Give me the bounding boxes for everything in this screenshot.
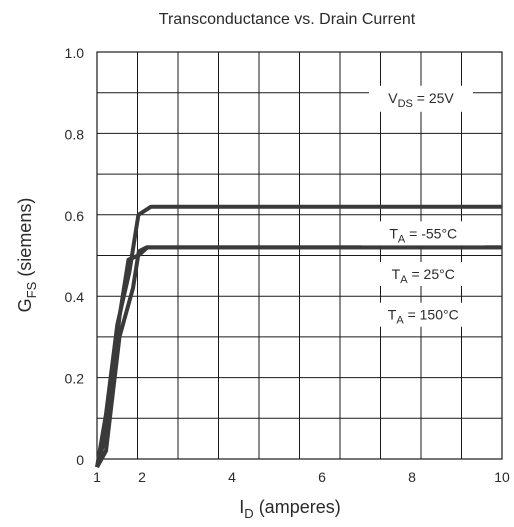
series-labels: TA = -55°C TA = 25°C TA = 150°C VDS = 25V (361, 85, 486, 327)
x-tick-labels: 1 2 4 6 8 10 (93, 469, 510, 485)
vds-annotation: VDS = 25V (388, 90, 454, 110)
series-lines (95, 204, 502, 469)
plot-frame (96, 51, 503, 460)
y-tick-labels: 0 0.2 0.4 0.6 0.8 1.0 (65, 45, 85, 468)
x-tick-label: 10 (494, 469, 510, 485)
y-tick-label: 0 (76, 452, 84, 468)
series-label-background (361, 302, 486, 327)
y-tick-label: 0.8 (65, 126, 85, 142)
series-label: TA = -55°C (389, 225, 457, 245)
series-label: TA = 25°C (392, 266, 455, 286)
annotation-background (369, 85, 473, 112)
x-tick-label: 2 (138, 469, 146, 485)
y-tick-label: 0.2 (65, 371, 85, 387)
x-tick-label: 1 (93, 469, 101, 485)
y-tick-label: 0.6 (65, 208, 85, 224)
y-tick-label: 1.0 (65, 45, 85, 61)
series-label: TA = 150°C (388, 307, 459, 327)
series-label-background (361, 262, 486, 287)
grid (97, 52, 502, 459)
x-tick-label: 8 (408, 469, 416, 485)
series-line (95, 245, 502, 469)
y-tick-label: 0.4 (65, 289, 85, 305)
x-axis-label: ID (amperes) (239, 497, 340, 521)
series-label-background (361, 221, 486, 246)
y-axis-label: GFS (siemens) (15, 198, 39, 313)
series-line (95, 204, 502, 468)
chart-title: Transconductance vs. Drain Current (159, 11, 416, 28)
x-tick-label: 4 (228, 469, 236, 485)
x-tick-label: 6 (318, 469, 326, 485)
